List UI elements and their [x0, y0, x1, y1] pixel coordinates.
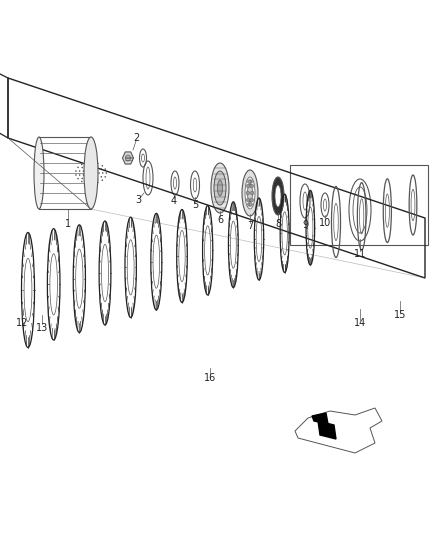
Circle shape: [97, 179, 99, 181]
Circle shape: [250, 198, 254, 202]
Circle shape: [101, 168, 102, 170]
Ellipse shape: [245, 177, 255, 209]
Circle shape: [87, 174, 88, 176]
Circle shape: [97, 165, 99, 167]
Ellipse shape: [275, 185, 281, 207]
Circle shape: [86, 165, 88, 166]
Polygon shape: [123, 152, 134, 164]
Circle shape: [250, 184, 254, 188]
Circle shape: [247, 198, 250, 202]
Circle shape: [96, 176, 98, 177]
Circle shape: [105, 168, 106, 170]
Circle shape: [77, 178, 79, 180]
Circle shape: [79, 174, 81, 176]
Circle shape: [81, 177, 83, 179]
Ellipse shape: [214, 171, 226, 205]
Text: 9: 9: [302, 220, 308, 230]
Circle shape: [102, 180, 103, 181]
Circle shape: [92, 164, 93, 166]
Circle shape: [75, 174, 77, 176]
Circle shape: [102, 172, 103, 174]
Circle shape: [249, 203, 252, 206]
Circle shape: [251, 191, 254, 195]
Circle shape: [83, 174, 84, 176]
Circle shape: [90, 175, 92, 177]
Ellipse shape: [218, 180, 223, 196]
Circle shape: [90, 169, 92, 171]
Text: 4: 4: [171, 196, 177, 206]
Ellipse shape: [126, 155, 131, 161]
Ellipse shape: [34, 137, 44, 209]
Circle shape: [92, 183, 93, 184]
Text: 13: 13: [36, 323, 48, 333]
Circle shape: [246, 191, 250, 195]
Text: 14: 14: [354, 318, 366, 328]
Text: 8: 8: [275, 219, 281, 229]
Text: 5: 5: [192, 200, 198, 210]
Circle shape: [92, 167, 93, 168]
Text: 16: 16: [204, 373, 216, 383]
Ellipse shape: [242, 170, 258, 216]
Ellipse shape: [247, 184, 252, 202]
Ellipse shape: [84, 137, 98, 209]
Text: 12: 12: [16, 318, 28, 328]
Circle shape: [98, 172, 100, 174]
Circle shape: [86, 180, 88, 181]
Text: 7: 7: [247, 221, 253, 231]
Polygon shape: [318, 421, 336, 439]
Circle shape: [95, 172, 96, 174]
Circle shape: [106, 172, 107, 174]
Text: 1: 1: [65, 219, 71, 229]
Circle shape: [86, 177, 88, 179]
Circle shape: [92, 180, 93, 182]
Polygon shape: [312, 413, 328, 424]
Bar: [290, 165, 428, 245]
Circle shape: [249, 180, 252, 183]
Circle shape: [86, 162, 88, 164]
Circle shape: [75, 170, 77, 172]
Circle shape: [93, 170, 95, 172]
Circle shape: [96, 168, 98, 170]
Circle shape: [81, 181, 83, 182]
Circle shape: [83, 170, 84, 172]
Circle shape: [101, 176, 102, 177]
Circle shape: [86, 172, 87, 174]
Circle shape: [87, 170, 88, 172]
Circle shape: [97, 163, 99, 164]
Circle shape: [93, 174, 95, 176]
Circle shape: [97, 182, 99, 183]
Circle shape: [81, 164, 83, 165]
Circle shape: [86, 182, 88, 184]
Circle shape: [81, 167, 83, 168]
Circle shape: [86, 167, 88, 169]
Circle shape: [102, 165, 103, 167]
Text: 6: 6: [217, 215, 223, 225]
Text: 3: 3: [135, 195, 141, 205]
Text: 2: 2: [133, 133, 139, 143]
Circle shape: [92, 161, 93, 163]
Circle shape: [247, 203, 251, 206]
Circle shape: [247, 180, 251, 183]
Circle shape: [247, 184, 250, 188]
Circle shape: [105, 176, 106, 177]
Ellipse shape: [272, 177, 284, 215]
Text: 11: 11: [354, 249, 366, 259]
Circle shape: [92, 178, 93, 180]
Circle shape: [77, 166, 79, 168]
Ellipse shape: [211, 163, 229, 213]
Circle shape: [79, 170, 81, 172]
Text: 15: 15: [394, 310, 406, 320]
Text: 10: 10: [319, 218, 331, 228]
